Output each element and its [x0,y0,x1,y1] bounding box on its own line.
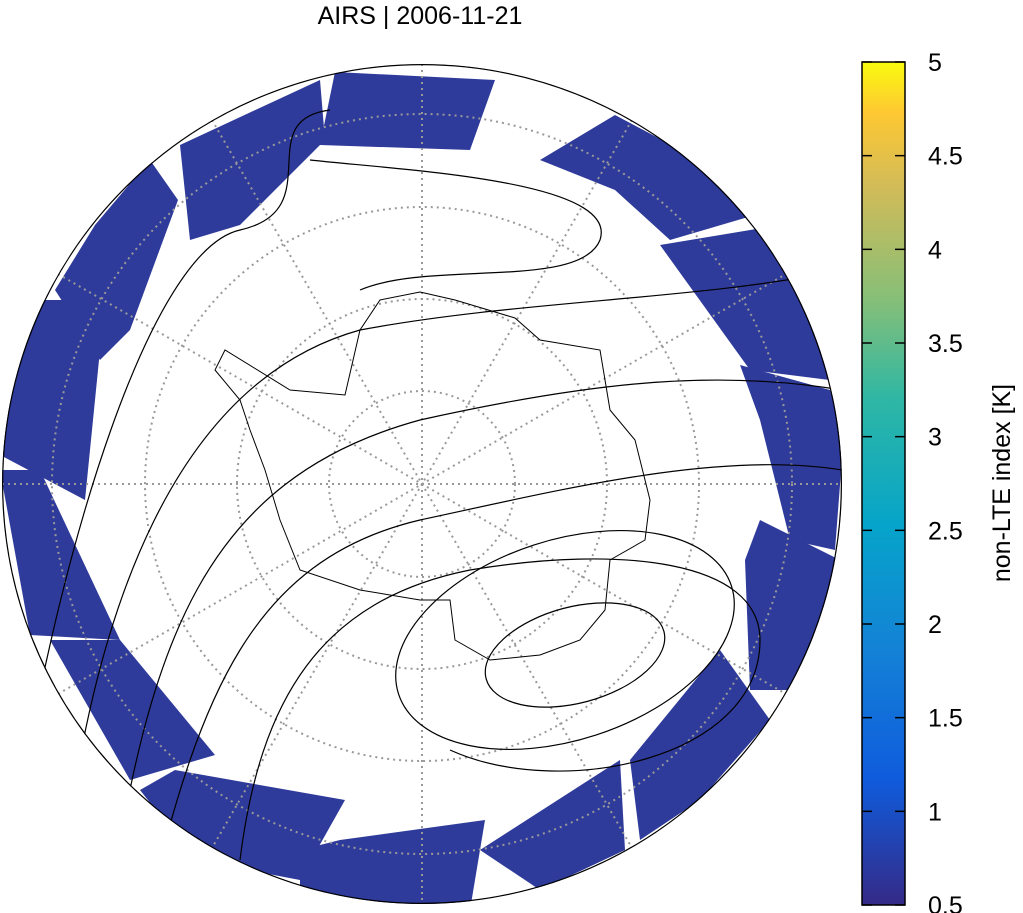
tick-label: 3.5 [928,330,963,358]
tick-label: 1 [928,798,942,826]
map [2,64,842,904]
graticule [2,64,842,904]
tick-label: 4 [928,236,942,264]
tick-label: 0.5 [928,892,963,913]
colorbar [861,61,906,906]
colorbar-label: non-LTE index [K] [988,384,1016,582]
tick-label: 2 [928,611,942,639]
colorbar-ticks: 0.5 1 1.5 2 2.5 3 3.5 4 4.5 5 [862,49,963,913]
tick-label: 1.5 [928,705,963,733]
tick-label: 5 [928,49,942,77]
tick-label: 2.5 [928,517,963,545]
swaths [2,72,842,904]
coastline [214,291,651,661]
contours [19,109,842,901]
title: AIRS | 2006-11-21 [318,2,523,30]
tick-label: 4.5 [928,143,963,171]
tick-label: 3 [928,424,942,452]
